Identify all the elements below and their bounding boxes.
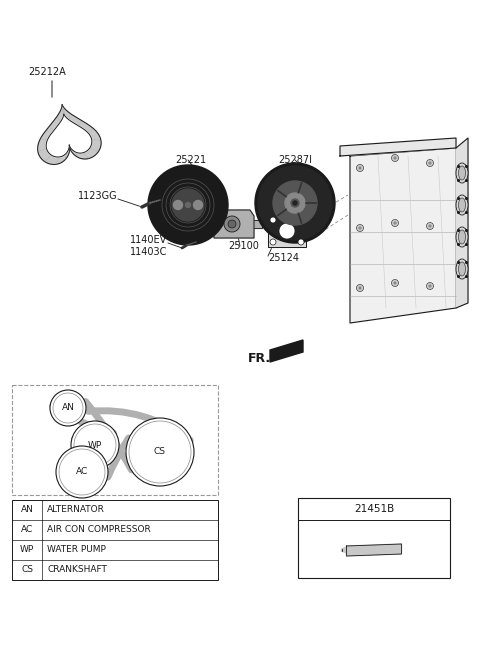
Polygon shape bbox=[340, 138, 456, 156]
Circle shape bbox=[279, 223, 295, 239]
Text: 11403C: 11403C bbox=[130, 247, 168, 257]
Circle shape bbox=[285, 193, 305, 213]
Circle shape bbox=[357, 225, 363, 231]
Ellipse shape bbox=[456, 227, 468, 247]
Polygon shape bbox=[254, 220, 262, 228]
Polygon shape bbox=[347, 544, 401, 556]
FancyBboxPatch shape bbox=[12, 500, 218, 580]
Circle shape bbox=[172, 189, 204, 221]
Circle shape bbox=[258, 166, 332, 240]
Text: FR.: FR. bbox=[248, 351, 271, 365]
Circle shape bbox=[293, 201, 297, 205]
Polygon shape bbox=[37, 104, 101, 164]
Text: 25287I: 25287I bbox=[278, 155, 312, 165]
Polygon shape bbox=[268, 215, 306, 247]
Circle shape bbox=[74, 424, 116, 466]
Circle shape bbox=[427, 283, 433, 290]
Text: AN: AN bbox=[21, 505, 34, 514]
Circle shape bbox=[298, 239, 304, 245]
Circle shape bbox=[273, 181, 317, 225]
Text: AIR CON COMPRESSOR: AIR CON COMPRESSOR bbox=[47, 526, 151, 535]
Circle shape bbox=[392, 154, 398, 162]
Circle shape bbox=[71, 421, 119, 469]
Ellipse shape bbox=[456, 195, 468, 215]
Ellipse shape bbox=[458, 262, 466, 276]
Circle shape bbox=[50, 390, 86, 426]
Text: WP: WP bbox=[88, 440, 102, 449]
Polygon shape bbox=[46, 114, 92, 157]
Polygon shape bbox=[456, 138, 468, 308]
Circle shape bbox=[193, 200, 203, 210]
Ellipse shape bbox=[456, 259, 468, 279]
Ellipse shape bbox=[456, 163, 468, 183]
Circle shape bbox=[185, 202, 191, 208]
Circle shape bbox=[427, 223, 433, 229]
Ellipse shape bbox=[458, 230, 466, 244]
Circle shape bbox=[270, 239, 276, 245]
Circle shape bbox=[56, 446, 108, 498]
Polygon shape bbox=[350, 148, 456, 323]
Text: CS: CS bbox=[154, 447, 166, 457]
Circle shape bbox=[255, 163, 335, 243]
Polygon shape bbox=[214, 210, 254, 238]
Text: CRANKSHAFT: CRANKSHAFT bbox=[47, 566, 107, 574]
Text: WATER PUMP: WATER PUMP bbox=[47, 545, 106, 555]
FancyBboxPatch shape bbox=[298, 498, 450, 578]
Circle shape bbox=[392, 279, 398, 286]
Circle shape bbox=[173, 200, 182, 210]
Text: AC: AC bbox=[21, 526, 33, 535]
Polygon shape bbox=[270, 340, 303, 362]
Circle shape bbox=[427, 160, 433, 166]
Circle shape bbox=[129, 421, 191, 483]
Text: WP: WP bbox=[20, 545, 34, 555]
Circle shape bbox=[59, 449, 105, 495]
Text: CS: CS bbox=[21, 566, 33, 574]
Text: 25212A: 25212A bbox=[28, 67, 66, 77]
Circle shape bbox=[148, 165, 228, 245]
Circle shape bbox=[53, 393, 83, 423]
Circle shape bbox=[357, 284, 363, 292]
Text: AN: AN bbox=[61, 403, 74, 413]
Text: AC: AC bbox=[76, 468, 88, 476]
Text: 25221: 25221 bbox=[175, 155, 206, 165]
Circle shape bbox=[228, 220, 236, 228]
Ellipse shape bbox=[458, 198, 466, 212]
Text: 25124: 25124 bbox=[268, 253, 299, 263]
Ellipse shape bbox=[458, 166, 466, 180]
Text: 1140EV: 1140EV bbox=[130, 235, 167, 245]
Circle shape bbox=[298, 217, 304, 223]
Text: 1123GG: 1123GG bbox=[78, 191, 118, 201]
Circle shape bbox=[291, 199, 299, 207]
Text: 25100: 25100 bbox=[228, 241, 259, 251]
Circle shape bbox=[392, 219, 398, 227]
Circle shape bbox=[126, 418, 194, 486]
Circle shape bbox=[270, 217, 276, 223]
Text: ALTERNATOR: ALTERNATOR bbox=[47, 505, 105, 514]
Circle shape bbox=[224, 216, 240, 232]
Text: 21451B: 21451B bbox=[354, 504, 394, 514]
Circle shape bbox=[357, 164, 363, 171]
Polygon shape bbox=[341, 547, 347, 553]
